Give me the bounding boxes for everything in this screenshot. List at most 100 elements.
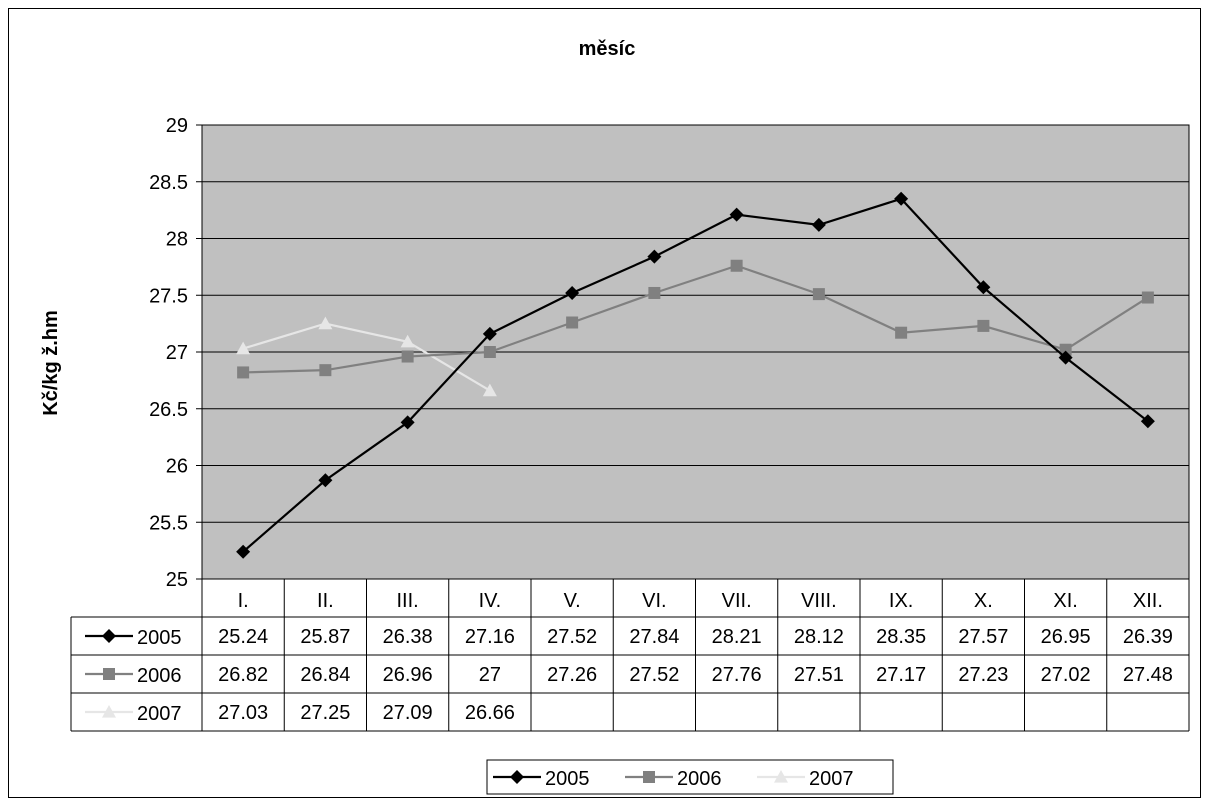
table-cell-value: 27.48 — [1123, 664, 1173, 686]
data-point — [236, 341, 251, 355]
x-category-label: IV. — [479, 590, 502, 612]
table-cell-value: 27.09 — [383, 702, 433, 724]
data-point — [482, 326, 497, 341]
table-cell-value: 27.25 — [300, 702, 350, 724]
table-cell-value: 28.35 — [876, 626, 926, 648]
table-cell-value: 26.38 — [383, 626, 433, 648]
table-cell-value: 27.52 — [629, 664, 679, 686]
data-point — [1140, 414, 1155, 429]
legend-box — [486, 759, 894, 795]
plot-area: 25 25.5 26 26.5 27 27.5 28 28.5 29 — [149, 115, 1190, 591]
data-point — [400, 334, 415, 348]
x-category-label: VII. — [722, 590, 752, 612]
table-cell-value: 25.24 — [218, 626, 268, 648]
data-point — [730, 259, 743, 272]
data-point — [812, 288, 825, 301]
x-category-label: X. — [974, 590, 993, 612]
table-cell-value: 26.96 — [383, 664, 433, 686]
data-point — [400, 415, 415, 430]
legend-entry: 2007 — [809, 768, 854, 790]
chart: měsíc Kč/kg ž.hm 25 25.5 26 26.5 27 27.5 28 28.… — [40, 38, 1190, 795]
x-category-label: I. — [238, 590, 249, 612]
data-point — [237, 366, 250, 379]
table-cell-value: 25.87 — [300, 626, 350, 648]
x-category-label: XII. — [1133, 590, 1163, 612]
chart-frame: měsíc Kč/kg ž.hm 25 25.5 26 26.5 27 27.5 28 28.… — [8, 8, 1201, 798]
x-category-label: III. — [397, 590, 419, 612]
data-point — [318, 316, 333, 330]
series-2006 — [237, 259, 1154, 379]
y-tick-label: 27 — [166, 342, 188, 364]
data-point — [643, 771, 655, 783]
table-cell-value: 27.17 — [876, 664, 926, 686]
x-category-label: VI. — [642, 590, 666, 612]
y-tick-label: 27.5 — [149, 285, 188, 307]
y-tick-label: 26.5 — [149, 399, 188, 421]
data-point — [566, 316, 579, 329]
table-cell-value: 27.02 — [1041, 664, 1091, 686]
y-tick-label: 28.5 — [149, 172, 188, 194]
data-point — [319, 364, 332, 377]
data-point — [774, 770, 788, 783]
y-tick-label: 29 — [166, 115, 188, 137]
x-category-label: XI. — [1053, 590, 1077, 612]
data-point — [103, 668, 115, 680]
data-point — [648, 286, 661, 299]
x-category-label: II. — [317, 590, 334, 612]
data-point — [647, 249, 662, 264]
x-category-label: IX. — [889, 590, 913, 612]
data-point — [102, 629, 116, 643]
series-2007 — [236, 316, 497, 397]
y-tick-label: 25 — [166, 569, 188, 591]
x-category-label: V. — [564, 590, 581, 612]
data-table: I. II. III. IV. V. VI. VII. VIII. IX. X. XI. XII. 20… — [70, 579, 1190, 732]
table-cell-value: 27.57 — [958, 626, 1008, 648]
table-cell-value: 26.39 — [1123, 626, 1173, 648]
table-cell-value: 27.16 — [465, 626, 515, 648]
y-axis-label: Kč/kg ž.hm — [40, 310, 62, 416]
x-category-label: VIII. — [801, 590, 837, 612]
data-point — [729, 207, 744, 222]
chart-title: měsíc — [579, 38, 636, 60]
data-point — [482, 383, 497, 397]
series-2005 — [236, 191, 1155, 559]
data-point — [236, 544, 251, 559]
data-point — [401, 350, 414, 363]
data-point — [977, 319, 990, 332]
data-point — [102, 705, 116, 718]
table-cell-value: 26.66 — [465, 702, 515, 724]
y-tick-label: 26 — [166, 456, 188, 478]
data-point — [976, 280, 991, 295]
data-point — [483, 346, 496, 358]
y-tick-label: 28 — [166, 229, 188, 251]
data-point — [811, 217, 826, 232]
legend: 2005 2006 2007 — [486, 759, 894, 795]
data-point — [1141, 291, 1154, 304]
table-cell-value: 27.51 — [794, 664, 844, 686]
data-point — [318, 473, 333, 488]
table-cell-value: 28.12 — [794, 626, 844, 648]
data-point — [565, 285, 580, 300]
table-cell-value: 27.76 — [712, 664, 762, 686]
table-cell-value: 27.03 — [218, 702, 268, 724]
data-point — [894, 191, 909, 206]
data-point — [1058, 350, 1073, 365]
data-point — [510, 770, 524, 784]
table-cell-value: 27.52 — [547, 626, 597, 648]
table-cell-value: 28.21 — [712, 626, 762, 648]
series-line — [242, 322, 491, 392]
table-series-name: 2006 — [137, 665, 182, 687]
table-cell-value: 27.84 — [629, 626, 679, 648]
series-line — [242, 197, 1149, 553]
table-cell-value: 27.26 — [547, 664, 597, 686]
table-cell-value: 26.82 — [218, 664, 268, 686]
y-tick-label: 25.5 — [149, 512, 188, 534]
table-cell-value: 27 — [479, 664, 501, 686]
legend-entry: 2005 — [545, 768, 590, 790]
data-point — [1059, 343, 1072, 356]
table-cell-value: 26.95 — [1041, 626, 1091, 648]
legend-entry: 2006 — [677, 768, 722, 790]
data-point — [895, 326, 908, 339]
series-line — [243, 264, 1149, 374]
table-cell-value: 26.84 — [300, 664, 350, 686]
